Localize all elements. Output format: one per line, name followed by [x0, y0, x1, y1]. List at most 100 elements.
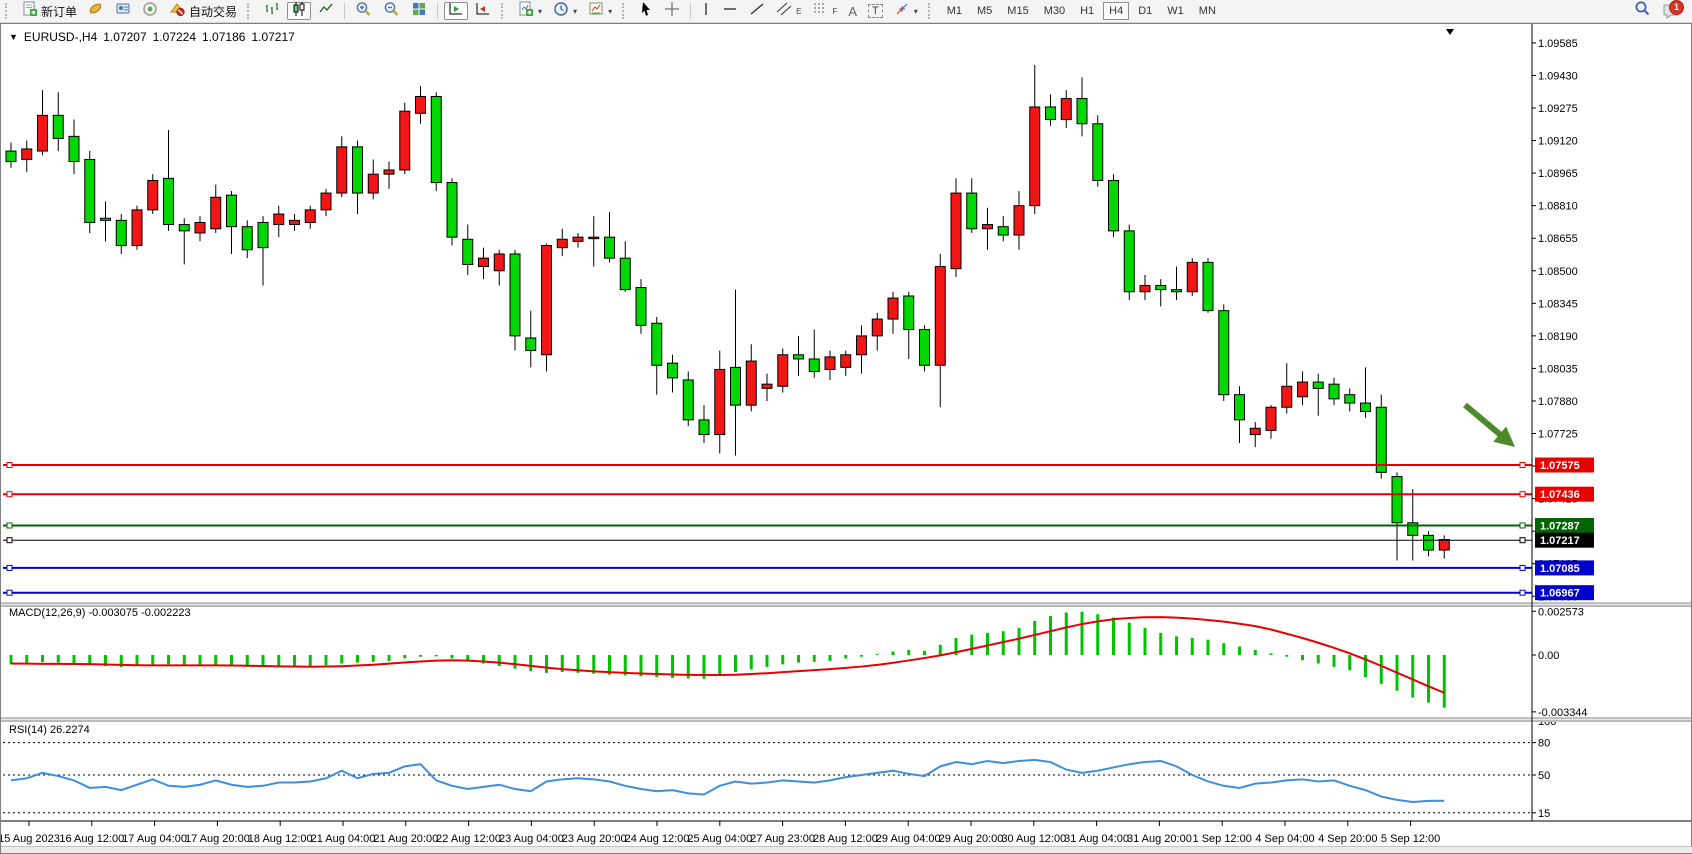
time-tick-label: 28 Aug 12:00	[813, 833, 878, 845]
text-label-tool-button[interactable]: T	[864, 2, 887, 20]
price-tag-label: 1.07575	[1540, 460, 1580, 472]
timeframe-m5[interactable]: M5	[977, 5, 993, 17]
timeframe-m30[interactable]: M30	[1043, 5, 1066, 17]
pane-separator[interactable]	[1, 603, 1691, 607]
trendline-tool-button[interactable]	[745, 2, 769, 20]
candle-body	[52, 114, 64, 139]
toolbar-grip[interactable]	[622, 3, 629, 19]
chart-background	[1, 24, 1691, 853]
line-handle[interactable]	[1519, 564, 1526, 571]
new-order-button[interactable]: 新订单	[18, 1, 81, 20]
timeframe-d1[interactable]: D1	[1138, 5, 1153, 17]
line-handle[interactable]	[1519, 589, 1526, 596]
timeframe-m15[interactable]: M15	[1007, 5, 1029, 17]
auto-trading-button[interactable]: 自动交易	[165, 2, 241, 20]
toolbar-grip[interactable]	[247, 3, 254, 19]
shift-marker-icon[interactable]	[1446, 29, 1454, 35]
candle-body	[619, 257, 631, 291]
candle-body	[1029, 106, 1041, 207]
chart-svg: 1.09585 1.09430 1.09275 1.09120 1.08965 1.088…	[0, 24, 1691, 853]
candle-body	[1234, 394, 1245, 421]
line-handle[interactable]	[6, 491, 13, 498]
candle-body	[808, 358, 820, 373]
crosshair-tool-button[interactable]	[660, 1, 684, 20]
timeframe-m1[interactable]: M1	[946, 5, 963, 17]
candle-chart-type-button[interactable]	[287, 1, 312, 20]
line-chart-type-button[interactable]	[314, 2, 338, 20]
line-handle[interactable]	[1519, 491, 1526, 498]
arrows-tool-button[interactable]: ▾	[890, 2, 922, 20]
toolbar-grip[interactable]	[501, 3, 508, 19]
time-tick-label: 24 Aug 12:00	[625, 833, 690, 845]
text-tool-button[interactable]: A	[844, 2, 861, 20]
annotation-arrow-shaft[interactable]	[1463, 402, 1508, 442]
time-tick-label: 31 Aug 20:00	[1127, 833, 1192, 845]
line-handle[interactable]	[6, 522, 13, 529]
timeframe-w1[interactable]: W1	[1167, 5, 1184, 17]
pane-separator[interactable]	[1, 718, 1691, 722]
notifications-button[interactable]: 1	[1658, 0, 1686, 20]
channel-tool-button[interactable]: E	[772, 2, 805, 20]
candle-body	[1265, 406, 1277, 431]
vertical-line-tool-button[interactable]	[697, 2, 715, 20]
zoom-in-button[interactable]	[351, 1, 376, 20]
candle-body	[745, 360, 757, 406]
time-tick-label: 30 Aug 12:00	[1001, 833, 1066, 845]
search-button[interactable]	[1629, 0, 1655, 22]
candle-body	[950, 192, 962, 270]
chevron-down-icon: ▾	[913, 6, 918, 16]
indicators-button[interactable]: ▾	[514, 1, 546, 20]
chevron-down-icon: ▾	[573, 6, 578, 16]
periods-button[interactable]: ▾	[549, 1, 581, 20]
candle-body	[1186, 261, 1198, 293]
line-handle[interactable]	[1519, 462, 1526, 469]
toolbar-separator	[437, 3, 439, 19]
candle-body	[1438, 539, 1450, 551]
candle-body	[367, 173, 379, 194]
channel-icon	[776, 1, 792, 22]
line-handle[interactable]	[6, 564, 13, 571]
timeframe-h4[interactable]: H4	[1103, 2, 1130, 20]
search-icon	[1633, 0, 1651, 22]
toolbar-grip[interactable]	[5, 3, 12, 19]
zoom-out-button[interactable]	[379, 1, 404, 20]
price-tick-label: 1.09585	[1538, 38, 1578, 50]
price-tick-label: 1.08345	[1538, 298, 1578, 310]
signals-button[interactable]	[138, 1, 162, 20]
auto-scroll-button[interactable]	[444, 1, 469, 22]
line-handle[interactable]	[6, 462, 13, 469]
candle-body	[1281, 385, 1293, 408]
timeframe-h1[interactable]: H1	[1080, 5, 1095, 17]
candle-body	[336, 146, 348, 194]
candle-body	[352, 146, 363, 194]
terminal-button[interactable]	[111, 2, 135, 20]
cursor-tool-button[interactable]	[635, 1, 657, 20]
bar-chart-type-button[interactable]	[260, 2, 284, 20]
time-tick-label: 16 Aug 12:00	[59, 833, 124, 845]
line-handle[interactable]	[6, 589, 13, 596]
auto-scroll-icon	[448, 1, 464, 22]
annotation-arrow-head[interactable]	[1493, 426, 1515, 447]
chart-shift-button[interactable]	[471, 2, 495, 20]
candle-body	[194, 221, 206, 234]
candle-body	[1123, 230, 1135, 293]
candle-body	[320, 192, 332, 211]
candle-body	[226, 194, 237, 228]
terminal-icon	[115, 1, 131, 22]
candle-body	[572, 236, 584, 242]
horizontal-line-tool-button[interactable]	[718, 2, 742, 20]
templates-button[interactable]: ▾	[584, 2, 616, 20]
line-handle[interactable]	[1519, 537, 1526, 544]
candle-body	[982, 224, 993, 230]
candle-body	[793, 354, 804, 360]
line-handle[interactable]	[1519, 522, 1526, 529]
line-handle[interactable]	[6, 537, 13, 544]
tile-windows-button[interactable]	[407, 2, 431, 20]
price-tag-label: 1.07217	[1540, 535, 1580, 547]
fibonacci-icon	[812, 1, 828, 22]
candle-body	[761, 383, 773, 389]
timeframe-mn[interactable]: MN	[1198, 5, 1216, 17]
fibonacci-tool-button[interactable]: F	[808, 2, 841, 20]
metaeditor-button[interactable]	[84, 2, 108, 20]
toolbar-grip[interactable]	[927, 3, 935, 19]
